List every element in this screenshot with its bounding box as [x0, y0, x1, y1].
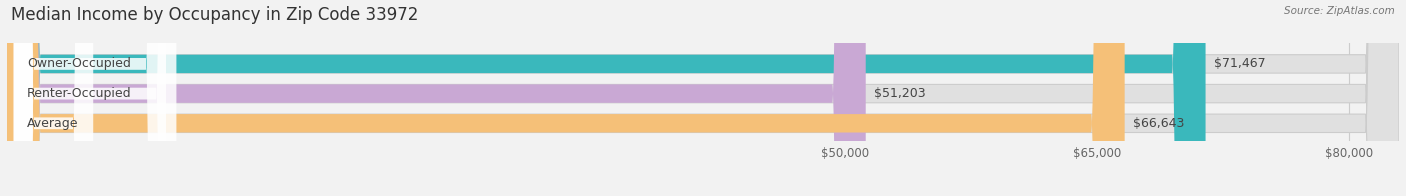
FancyBboxPatch shape [14, 0, 176, 196]
FancyBboxPatch shape [14, 0, 166, 196]
Text: $71,467: $71,467 [1213, 57, 1265, 70]
Text: Median Income by Occupancy in Zip Code 33972: Median Income by Occupancy in Zip Code 3… [11, 6, 419, 24]
FancyBboxPatch shape [14, 0, 93, 196]
Text: $51,203: $51,203 [875, 87, 925, 100]
FancyBboxPatch shape [7, 0, 1125, 196]
FancyBboxPatch shape [7, 0, 1399, 196]
FancyBboxPatch shape [7, 0, 1399, 196]
Text: $66,643: $66,643 [1133, 117, 1184, 130]
FancyBboxPatch shape [7, 0, 866, 196]
FancyBboxPatch shape [7, 0, 1399, 196]
Text: Average: Average [27, 117, 79, 130]
Text: Source: ZipAtlas.com: Source: ZipAtlas.com [1284, 6, 1395, 16]
FancyBboxPatch shape [7, 0, 1205, 196]
Text: Renter-Occupied: Renter-Occupied [27, 87, 132, 100]
Text: Owner-Occupied: Owner-Occupied [27, 57, 131, 70]
